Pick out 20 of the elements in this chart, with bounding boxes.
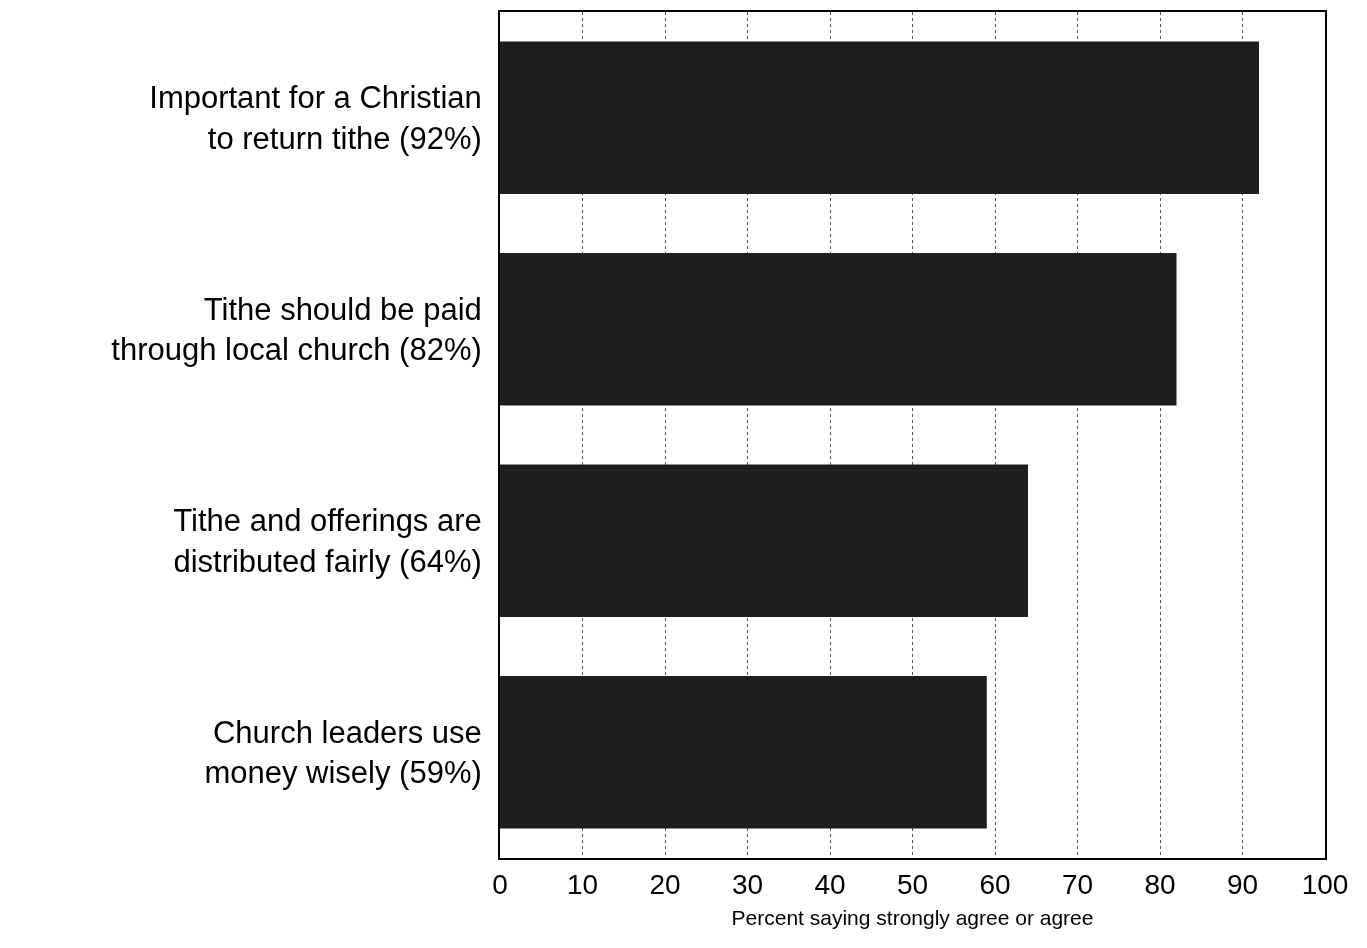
x-tick-label: 10 bbox=[566, 868, 599, 900]
x-tick-label: 20 bbox=[649, 868, 681, 900]
bar bbox=[500, 41, 1259, 194]
x-tick-label: 100 bbox=[1301, 868, 1349, 900]
y-tick-label: Church leaders use money wisely (59%) bbox=[204, 714, 482, 791]
y-tick-label: Tithe and offerings are distributed fairly (64%) bbox=[173, 503, 482, 579]
x-tick-label: 0 bbox=[492, 868, 508, 900]
x-tick-label: 50 bbox=[896, 868, 929, 900]
x-tick-label: 30 bbox=[731, 868, 764, 900]
bar bbox=[500, 253, 1177, 406]
x-axis-title: Percent saying strongly agree or agree bbox=[731, 906, 1094, 930]
bar bbox=[500, 464, 1028, 617]
y-tick-label: Tithe should be paid through local church (82%) bbox=[111, 291, 482, 368]
x-tick-label: 40 bbox=[814, 868, 846, 900]
x-tick-label: 90 bbox=[1226, 868, 1259, 900]
x-tick-label: 70 bbox=[1061, 868, 1094, 900]
x-tick-label: 60 bbox=[979, 868, 1011, 900]
y-tick-label: Important for a Christian to return tithe (92%) bbox=[149, 80, 482, 156]
bar bbox=[500, 676, 987, 829]
x-tick-label: 80 bbox=[1144, 868, 1176, 900]
